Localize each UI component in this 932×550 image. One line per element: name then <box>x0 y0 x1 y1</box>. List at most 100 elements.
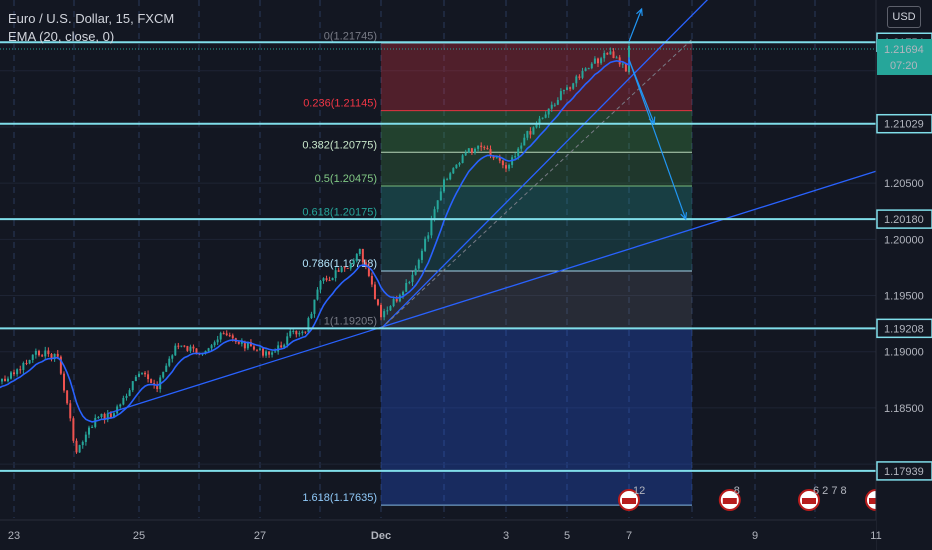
time-tick-label: 11 <box>870 530 881 542</box>
fib-level-label: 1(1.19205) <box>324 316 377 328</box>
trendline[interactable] <box>107 155 924 415</box>
candle-body <box>467 148 470 153</box>
candle-body <box>213 342 216 346</box>
candle-body <box>50 354 53 360</box>
candle-body <box>556 99 559 105</box>
candle-body <box>395 299 398 302</box>
candle-body <box>593 58 596 64</box>
current-price-label: 1.21694 <box>884 44 924 56</box>
price-axis[interactable]: 1.217541.210291.201801.192081.179391.205… <box>875 0 932 550</box>
trendline[interactable] <box>380 0 717 330</box>
candle-body <box>262 348 265 356</box>
candle-body <box>526 131 529 138</box>
candle-body <box>352 260 355 264</box>
candle-body <box>174 345 177 356</box>
candle-body <box>22 363 25 370</box>
candle-body <box>597 58 599 64</box>
candle-body <box>147 374 150 380</box>
candle-body <box>355 254 358 261</box>
level-price-box[interactable] <box>876 113 932 134</box>
time-axis[interactable]: 23 25 27 Dec 3 5 7 9 11 <box>0 519 882 550</box>
candle-body <box>624 63 627 72</box>
candle-body <box>252 346 255 350</box>
level-price-box[interactable] <box>876 209 932 229</box>
candle-body <box>28 360 31 364</box>
candle-body <box>192 346 195 349</box>
candle-body <box>628 52 630 63</box>
candle-body <box>486 148 489 150</box>
candle-body <box>162 371 165 378</box>
candle-body <box>517 148 520 157</box>
candle-body <box>474 148 476 153</box>
candle-body <box>183 345 186 347</box>
candle-body <box>25 363 28 365</box>
candle-body <box>301 331 304 334</box>
candle-body <box>4 378 6 382</box>
candle-body <box>31 354 34 361</box>
currency-badge[interactable]: USD <box>887 6 921 28</box>
candle-body <box>364 262 367 267</box>
candle-body <box>498 157 501 161</box>
time-axis-background <box>0 520 876 550</box>
candle-body <box>464 152 467 156</box>
time-tick-label: Dec <box>371 530 391 542</box>
candle-body <box>544 114 547 118</box>
candle-body <box>569 87 572 89</box>
time-tick-label: 7 <box>626 530 632 542</box>
candle-body <box>295 330 298 335</box>
projection-arrow-line[interactable] <box>628 8 643 42</box>
candle-body <box>443 179 445 192</box>
projection-arrows[interactable] <box>628 7 688 221</box>
candle-body <box>439 191 442 201</box>
candle-body <box>337 270 340 272</box>
candle-body <box>195 348 198 354</box>
candle-body <box>489 149 492 156</box>
symbol-title[interactable]: Euro / U.S. Dollar, 15, FXCM <box>8 11 175 26</box>
indicator-label[interactable]: EMA (20, close, 0) <box>8 29 115 44</box>
event-count-label: 8 <box>734 485 740 497</box>
candle-body <box>340 267 343 272</box>
horizontal-levels[interactable] <box>0 41 876 472</box>
price-tick-label: 1.20500 <box>884 178 924 190</box>
candle-body <box>322 278 325 281</box>
candle-body <box>292 330 295 332</box>
projection-arrow-head <box>636 7 643 17</box>
candle-body <box>455 164 458 169</box>
candle-body <box>414 268 417 275</box>
level-price-box[interactable] <box>876 318 932 339</box>
candle-body <box>222 333 225 335</box>
candle-body <box>615 57 618 59</box>
candle-body <box>427 235 430 239</box>
candle-body <box>274 351 277 353</box>
candle-body <box>171 355 174 359</box>
candle-body <box>433 209 436 220</box>
candle-body <box>492 155 495 159</box>
candle-body <box>331 278 334 281</box>
candle-body <box>319 280 322 290</box>
candle-body <box>72 418 75 441</box>
current-price-box[interactable] <box>877 38 932 75</box>
projection-arrow-line[interactable] <box>628 59 687 220</box>
time-tick-label: 3 <box>503 530 509 542</box>
candle-body <box>386 310 389 312</box>
candle-body <box>78 445 81 453</box>
candle-body <box>508 164 511 169</box>
event-count-label: 6 2 7 8 <box>813 485 847 497</box>
fibonacci-retracement[interactable]: 0(1.21745) 0.236(1.21145) 0.382(1.20775) 0.… <box>302 30 692 506</box>
candle-body <box>259 348 261 350</box>
time-tick-label: 23 <box>8 530 20 542</box>
candle-body <box>587 68 590 70</box>
candle-body <box>125 395 128 398</box>
price-tick-label: 1.20000 <box>884 234 924 246</box>
price-tick-label: 1.19500 <box>884 291 924 303</box>
candle-body <box>328 280 331 282</box>
level-price-box[interactable] <box>876 461 932 481</box>
candle-body <box>59 356 62 374</box>
candle-body <box>402 291 405 296</box>
candle-body <box>109 413 112 418</box>
candle-body <box>180 345 183 347</box>
candle-body <box>477 145 480 149</box>
candle-body <box>66 390 69 404</box>
